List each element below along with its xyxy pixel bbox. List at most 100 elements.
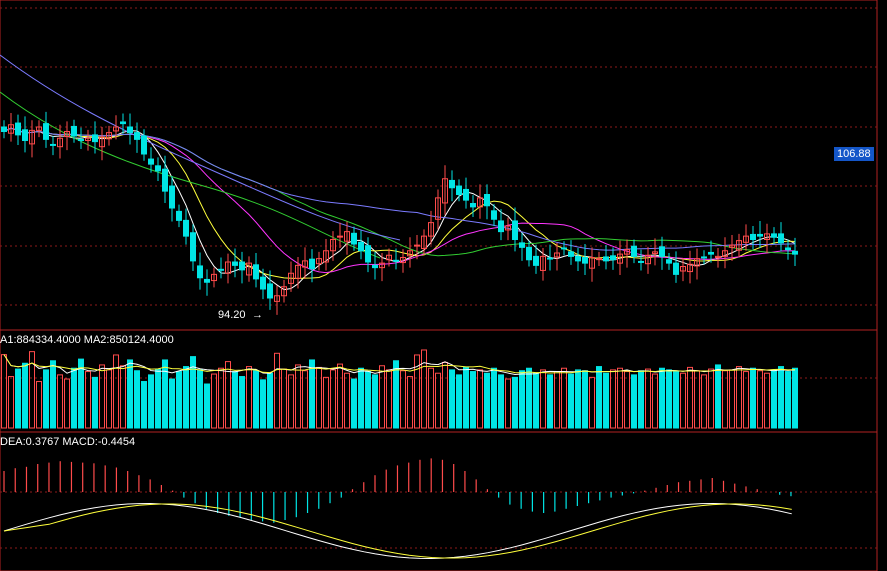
candle-body [239, 261, 245, 271]
volume-bar [449, 369, 455, 429]
volume-bar [785, 371, 791, 429]
candle-body [771, 233, 777, 238]
volume-bar [162, 359, 168, 429]
candle-body [176, 210, 182, 221]
candle-body [78, 138, 84, 141]
candle-body [764, 233, 770, 240]
candle-body [414, 244, 420, 247]
candle-body [344, 231, 350, 242]
volume-bar [610, 369, 616, 429]
candle-body [148, 158, 154, 165]
volume-bar [267, 372, 273, 429]
volume-bar [316, 366, 322, 429]
volume-bar [687, 366, 693, 429]
candle-body [36, 126, 42, 131]
volume-bar [43, 369, 49, 429]
volume-bar [596, 366, 602, 429]
candle-body [456, 185, 462, 195]
candle-body [253, 264, 259, 280]
volume-bar [743, 371, 749, 429]
volume-bar [351, 378, 357, 429]
candle-body [540, 255, 546, 271]
volume-bar [99, 364, 105, 429]
candle-body [232, 261, 238, 266]
candle-body [617, 253, 623, 264]
candle-body [421, 235, 427, 249]
low-price-arrow: → [252, 309, 263, 321]
candle-body [603, 256, 609, 262]
ma-mid-history-line [0, 91, 381, 259]
candle-body [57, 137, 63, 148]
candle-body [127, 126, 133, 134]
candle-body [169, 185, 175, 209]
candle-body [351, 232, 357, 245]
candle-body [673, 262, 679, 275]
macd-dif-line [3, 503, 792, 559]
candle-body [736, 240, 742, 251]
candle-body [449, 179, 455, 189]
candle-body [589, 257, 595, 269]
volume-legend: A1:884334.4000 MA2:850124.4000 [0, 334, 174, 346]
candle-body [519, 242, 525, 248]
volume-bar [8, 376, 14, 429]
volume-bar [624, 371, 630, 429]
volume-bar [505, 378, 511, 429]
volume-bar [106, 369, 112, 429]
volume-bar [330, 369, 336, 429]
volume-panel [1, 349, 798, 429]
ma60-line [3, 127, 796, 251]
candle-body [547, 257, 553, 260]
macd-panel [3, 458, 792, 559]
candle-body [197, 265, 203, 279]
volume-bar [22, 362, 28, 429]
macd-legend: DEA:0.3767 MACD:-0.4454 [0, 436, 136, 448]
candle-body [29, 129, 35, 145]
volume-bar [666, 369, 672, 429]
volume-bar [29, 351, 35, 429]
volume-bar [477, 369, 483, 429]
candle-body [484, 194, 490, 207]
volume-bar [631, 374, 637, 429]
volume-bar [232, 371, 238, 429]
candle-body [708, 251, 714, 255]
candle-body [204, 278, 210, 283]
volume-bar [421, 349, 427, 429]
candle-body [533, 255, 539, 266]
candle-body [701, 256, 707, 259]
volume-bar [197, 369, 203, 429]
candle-body [281, 286, 287, 297]
volume-bar [771, 369, 777, 429]
volume-bar [645, 368, 651, 429]
volume-bar [400, 370, 406, 429]
volume-bar [253, 370, 259, 429]
candle-body [407, 250, 413, 257]
candle-body [295, 264, 301, 279]
volume-bar [568, 373, 574, 429]
candle-body [99, 136, 105, 148]
candle-body [337, 235, 343, 238]
volume-bar [708, 368, 714, 429]
volume-bar [141, 381, 147, 429]
volume-bar [512, 376, 518, 429]
candle-body [428, 222, 434, 237]
volume-bar [428, 367, 434, 429]
candle-body [246, 262, 252, 276]
volume-ma2-line [3, 354, 796, 374]
volume-bar [15, 368, 21, 429]
volume-bar [211, 373, 217, 429]
volume-bar [617, 367, 623, 429]
volume-bar [750, 367, 756, 429]
volume-bar [407, 376, 413, 429]
volume-bar [92, 376, 98, 429]
volume-bar [652, 373, 658, 429]
volume-bar [183, 366, 189, 429]
candle-body [785, 247, 791, 251]
candle-body [561, 247, 567, 250]
candle-body [43, 123, 49, 140]
candle-body [120, 121, 126, 125]
candle-body [85, 137, 91, 141]
volume-bar [295, 364, 301, 429]
candle-body [211, 273, 217, 282]
candle-body [652, 251, 658, 255]
candle-body [50, 143, 56, 146]
